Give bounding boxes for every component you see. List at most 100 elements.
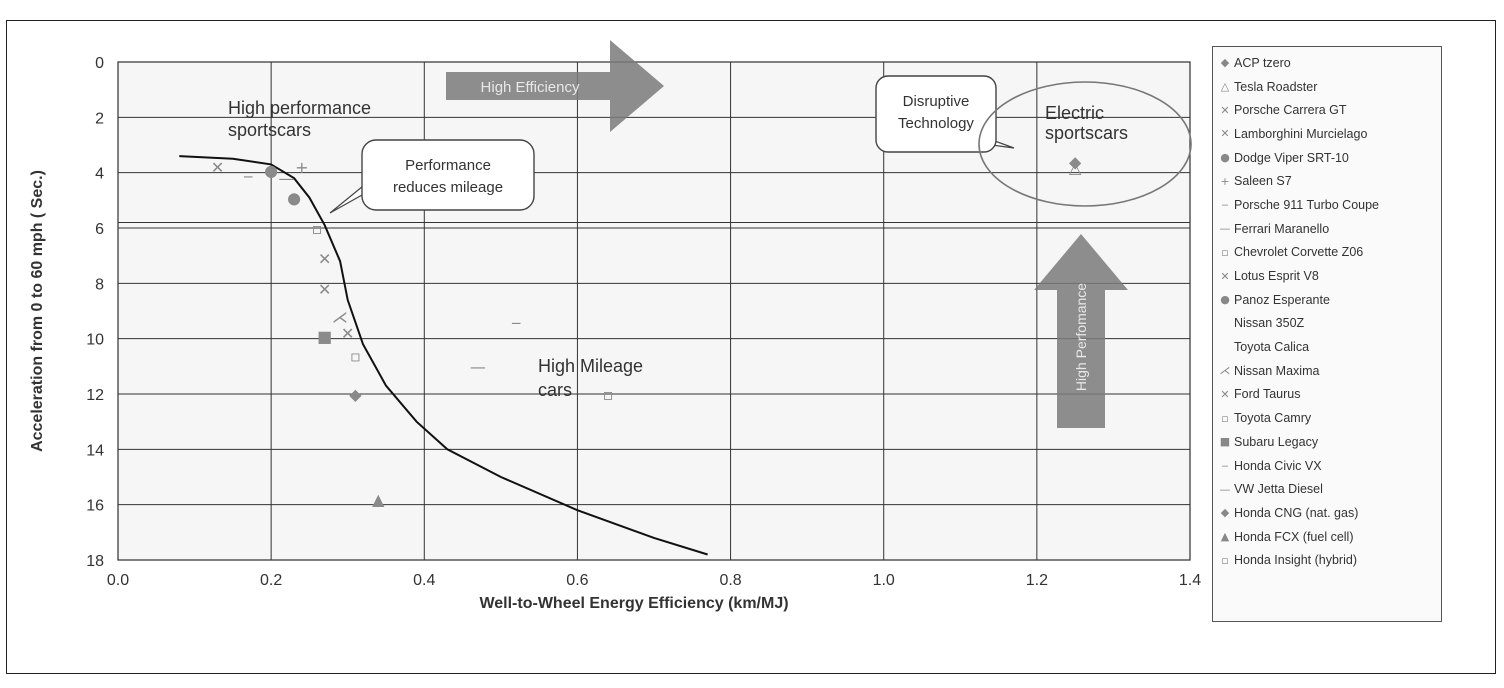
- legend-label: Subaru Legacy: [1234, 434, 1319, 449]
- ellipse-electric-sportscars: [978, 81, 1192, 207]
- legend-label: Honda CNG (nat. gas): [1234, 505, 1359, 520]
- y-tick-label: 2: [95, 110, 104, 127]
- y-tick-label: 6: [95, 221, 104, 238]
- legend-item: — Ferrari Maranello: [1219, 217, 1441, 241]
- legend-item: ⋌ Nissan Maxima: [1219, 359, 1441, 383]
- legend-marker-icon: —: [1219, 482, 1231, 496]
- x-tick-label: 1.4: [1179, 572, 1201, 589]
- axes: 0.0 0.2 0.4 0.6 0.8 1.0 1.2 1.4 0 2 4 6 8 10 12 14 16 18 W…: [29, 55, 1201, 612]
- data-point: ‒: [511, 313, 521, 332]
- legend-label: ACP tzero: [1234, 55, 1291, 70]
- x-tick-label: 1.0: [873, 572, 895, 589]
- y-tick-label: 16: [86, 498, 104, 515]
- legend-item: ✕ Ford Taurus: [1219, 383, 1441, 407]
- y-tick-label: 14: [86, 442, 104, 459]
- efficiency-tradeoff-curve: [179, 155, 708, 556]
- arrow-high-efficiency: [446, 40, 664, 132]
- legend-item: ▫ Toyota Camry: [1219, 406, 1441, 430]
- legend-marker-icon: ▫: [1221, 411, 1229, 425]
- annotations: High performance sportscars Performance red…: [228, 40, 1192, 428]
- x-tick-label: 0.6: [566, 572, 588, 589]
- y-axis-label: Acceleration from 0 to 60 mph ( Sec.): [29, 170, 46, 452]
- trend-curve: [179, 155, 708, 556]
- legend-marker-icon: ▲: [1220, 530, 1230, 544]
- legend-item: ✕ Lamborghini Murcielago: [1219, 122, 1441, 146]
- legend-label: Toyota Calica: [1234, 340, 1310, 355]
- legend-marker-icon: ✕: [1220, 103, 1230, 117]
- annotation-electric-sportscars: Electric sportscars: [1045, 103, 1128, 143]
- legend-item: ● Dodge Viper SRT-10: [1219, 146, 1441, 170]
- data-point: ✕: [318, 280, 331, 299]
- data-point: ▫: [312, 219, 323, 238]
- legend-label: Nissan 350Z: [1234, 316, 1305, 331]
- legend-label: Panoz Esperante: [1234, 292, 1330, 307]
- legend-marker-icon: ▫: [1221, 245, 1229, 259]
- legend-item: ■ Subaru Legacy: [1219, 430, 1441, 454]
- legend-marker-icon: —: [1219, 222, 1231, 236]
- data-point: ‒: [243, 166, 253, 185]
- legend-label: Tesla Roadster: [1234, 79, 1318, 94]
- x-axis-label: Well-to-Wheel Energy Efficiency (km/MJ): [479, 595, 788, 612]
- legend-item: ● Panoz Esperante: [1219, 288, 1441, 312]
- legend-item: ▫ Honda Insight (hybrid): [1219, 548, 1441, 572]
- annotation-high-performance-sportscars: High performance sportscars: [228, 98, 371, 140]
- data-point: ▫: [603, 385, 614, 404]
- x-tick-label: 1.2: [1026, 572, 1048, 589]
- cropped-caption-strip: [120, 674, 1380, 688]
- annotation-high-performance: High Perfomance: [1073, 283, 1089, 391]
- callout-disruptive-technology: [875, 75, 997, 153]
- legend-label: VW Jetta Diesel: [1234, 482, 1323, 497]
- legend-item: ◆ Honda CNG (nat. gas): [1219, 501, 1441, 525]
- legend-marker-icon: ●: [1220, 293, 1230, 307]
- legend-marker-icon: ◆: [1220, 56, 1230, 70]
- legend-label: Chevrolet Corvette Z06: [1234, 245, 1364, 260]
- data-point: ✕: [341, 324, 354, 343]
- legend-label: Saleen S7: [1234, 174, 1292, 189]
- legend-marker-icon: ■: [1219, 435, 1231, 449]
- legend-marker-icon: △: [1220, 80, 1230, 94]
- legend-item: ▫ Chevrolet Corvette Z06: [1219, 241, 1441, 265]
- data-point: ●: [264, 161, 278, 180]
- data-point: ▫: [350, 346, 361, 365]
- legend-marker-icon: ✕: [1220, 269, 1230, 283]
- grid: [117, 61, 1191, 561]
- data-point: ✕: [211, 158, 224, 177]
- y-tick-label: 4: [95, 166, 104, 183]
- x-tick-label: 0.8: [719, 572, 741, 589]
- data-points: ◆△✕✕ ● +‒ —▫✕●⋌✕▫■‒—◆▲▫: [211, 153, 1082, 510]
- legend-marker-icon: +: [1220, 174, 1230, 188]
- annotation-high-mileage-cars: High Mileage cars: [538, 356, 643, 400]
- x-tick-label: 0.2: [260, 572, 282, 589]
- annotation-high-efficiency: High Efficiency: [481, 79, 580, 96]
- legend-label: Honda Insight (hybrid): [1234, 553, 1357, 568]
- data-point: ⋌: [332, 308, 348, 327]
- y-tick-label: 0: [95, 55, 104, 72]
- legend-item: △ Tesla Roadster: [1219, 75, 1441, 99]
- data-point: +: [295, 158, 308, 177]
- arrow-high-performance: [1034, 234, 1128, 428]
- y-tick-label: 8: [95, 276, 104, 293]
- legend-label: Lotus Esprit V8: [1234, 269, 1319, 284]
- legend-marker-icon: ◆: [1220, 506, 1230, 520]
- x-tick-label: 0.4: [413, 572, 435, 589]
- data-point: ✕: [318, 249, 331, 268]
- data-point: ■: [317, 327, 332, 346]
- legend-label: Porsche Carrera GT: [1234, 103, 1347, 118]
- data-point: ◆: [1069, 153, 1082, 172]
- legend-item: ‒ Honda Civic VX: [1219, 454, 1441, 478]
- legend-label: Lamborghini Murcielago: [1234, 126, 1368, 141]
- data-point: △: [1069, 158, 1082, 177]
- data-point: ●: [287, 189, 301, 208]
- legend-label: Ford Taurus: [1234, 387, 1301, 402]
- legend-item: Toyota Calica: [1219, 335, 1441, 359]
- legend-marker-icon: ●: [1220, 151, 1230, 165]
- data-point: —: [470, 357, 486, 376]
- legend-item: ✕ Lotus Esprit V8: [1219, 264, 1441, 288]
- callout-performance-reduces-mileage: [361, 139, 535, 211]
- x-tick-label: 0.0: [107, 572, 129, 589]
- legend-label: Toyota Camry: [1234, 411, 1312, 426]
- legend-item: — VW Jetta Diesel: [1219, 477, 1441, 501]
- y-tick-label: 18: [86, 553, 104, 570]
- annotation-disruptive-technology: Disruptive Technology: [898, 93, 974, 132]
